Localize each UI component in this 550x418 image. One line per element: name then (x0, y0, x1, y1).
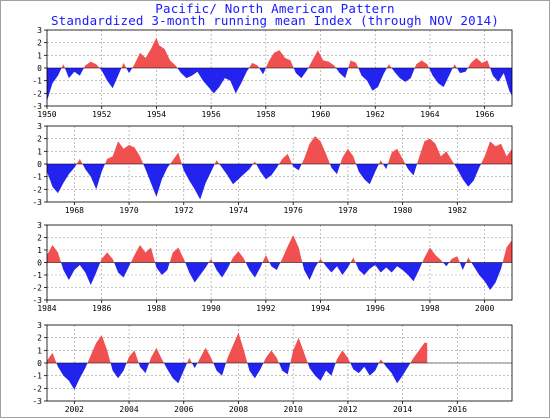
panel-2: -3 -2 -1 0 1 2 3 1968 1970 1972 1974 1976 1978 1980 19… (32, 122, 513, 215)
x-tick-label: 1972 (174, 206, 193, 215)
chart-subtitle: Standardized 3-month running mean Index … (50, 13, 500, 28)
x-tick-label: 1950 (37, 110, 56, 119)
y-tick-label: -1 (32, 271, 42, 280)
negative-area (47, 262, 512, 290)
chart-title: Pacific/ North American Pattern (155, 1, 395, 16)
x-tick-label: 2006 (174, 405, 193, 414)
x-tick-label: 1980 (393, 206, 412, 215)
x-tick-label: 2016 (448, 405, 467, 414)
y-tick-label: -3 (32, 397, 42, 406)
panel-frame (46, 324, 513, 402)
panel-frame (46, 29, 513, 107)
y-tick-label: -3 (32, 296, 42, 305)
x-tick-label: 1970 (119, 206, 138, 215)
x-tick-label: 1996 (366, 304, 385, 313)
y-tick-label: -1 (32, 77, 42, 86)
x-tick-label: 1968 (65, 206, 84, 215)
x-tick-label: 1986 (92, 304, 111, 313)
x-tick-label: 1978 (338, 206, 357, 215)
x-tick-label: 2008 (229, 405, 248, 414)
positive-area (47, 136, 512, 164)
panel-3: -3 -2 -1 0 1 2 3 1984 1986 1988 1990 1992 1994 1996 19… (32, 221, 513, 313)
y-tick-label: -1 (32, 173, 42, 182)
y-tick-label: 1 (37, 51, 42, 60)
y-tick-label: 2 (37, 234, 42, 243)
y-tick-label: -3 (32, 102, 42, 111)
x-tick-label: 1974 (229, 206, 248, 215)
y-tick-label: -3 (32, 198, 42, 207)
panel-4: -3 -2 -1 0 1 2 3 2002 2004 2006 2008 2010 2012 2014 20… (32, 321, 513, 414)
x-tick-label: 1976 (284, 206, 303, 215)
positive-area (47, 332, 428, 363)
y-tick-label: 2 (37, 135, 42, 144)
x-tick-label: 1962 (366, 110, 385, 119)
y-tick-label: 1 (37, 246, 42, 255)
y-tick-label: 3 (37, 26, 42, 35)
x-tick-label: 2000 (475, 304, 494, 313)
x-tick-label: 1982 (448, 206, 467, 215)
x-tick-label: 2002 (65, 405, 84, 414)
panel-frame (46, 224, 513, 301)
y-tick-label: -1 (32, 372, 42, 381)
x-tick-label: 1952 (92, 110, 111, 119)
y-tick-label: 2 (37, 39, 42, 48)
x-tick-label: 1964 (420, 110, 439, 119)
y-tick-label: 2 (37, 334, 42, 343)
negative-area (47, 164, 512, 200)
y-tick-label: 0 (37, 64, 42, 73)
x-tick-label: 1960 (311, 110, 330, 119)
y-tick-label: -2 (32, 185, 42, 194)
x-tick-label: 2004 (119, 405, 138, 414)
x-tick-label: 1966 (475, 110, 494, 119)
x-tick-label: 1984 (37, 304, 56, 313)
y-tick-label: 3 (37, 221, 42, 230)
x-tick-label: 2012 (338, 405, 357, 414)
x-tick-label: 1956 (201, 110, 220, 119)
x-tick-label: 2010 (284, 405, 303, 414)
negative-area (47, 363, 428, 390)
x-tick-label: 1954 (147, 110, 166, 119)
x-tick-label: 1998 (420, 304, 439, 313)
positive-area (47, 37, 512, 68)
y-tick-label: -2 (32, 89, 42, 98)
panel-frame (46, 125, 513, 203)
negative-area (47, 68, 512, 101)
y-tick-label: -2 (32, 384, 42, 393)
x-tick-label: 1988 (147, 304, 166, 313)
y-tick-label: 0 (37, 359, 42, 368)
x-tick-label: 2014 (393, 405, 412, 414)
y-tick-label: 1 (37, 346, 42, 355)
x-tick-label: 1958 (256, 110, 275, 119)
y-tick-label: 0 (37, 160, 42, 169)
x-tick-label: 1990 (201, 304, 220, 313)
y-tick-label: 1 (37, 147, 42, 156)
panel-1: -3 -2 -1 0 1 2 3 1950 1952 1954 1956 1958 1960 1962 19… (32, 26, 513, 119)
x-tick-label: 1992 (256, 304, 275, 313)
y-tick-label: 3 (37, 321, 42, 330)
y-tick-label: -2 (32, 284, 42, 293)
positive-area (47, 235, 512, 263)
y-tick-label: 3 (37, 122, 42, 131)
y-tick-label: 0 (37, 259, 42, 268)
x-tick-label: 1994 (311, 304, 330, 313)
